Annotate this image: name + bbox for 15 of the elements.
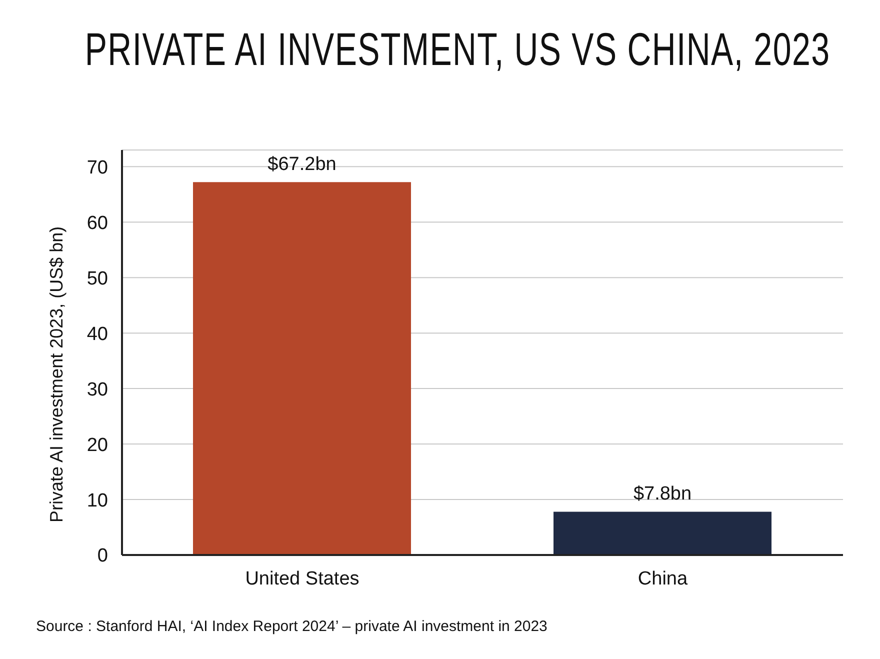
y-tick-label: 60 (86, 212, 108, 234)
x-tick-label: China (638, 568, 688, 590)
data-label: $7.8bn (633, 484, 692, 505)
y-axis-title: Private AI investment 2023, (US$ bn) (46, 226, 66, 522)
chart-title: PRIVATE AI INVESTMENT, US VS CHINA, 2023 (84, 22, 830, 76)
source-note: Source : Stanford HAI, ‘AI Index Report 2024’ – private AI investment in 2023 (36, 618, 548, 635)
y-tick-label: 50 (86, 268, 108, 290)
y-tick-label: 0 (97, 546, 108, 567)
y-tick-label: 30 (86, 379, 108, 400)
y-tick-label: 20 (86, 434, 108, 456)
data-label: $67.2bn (268, 154, 336, 176)
y-tick-label: 70 (86, 157, 108, 178)
y-tick-label: 40 (86, 324, 108, 345)
y-tick-label: 10 (86, 490, 108, 512)
x-tick-label: United States (245, 568, 360, 590)
